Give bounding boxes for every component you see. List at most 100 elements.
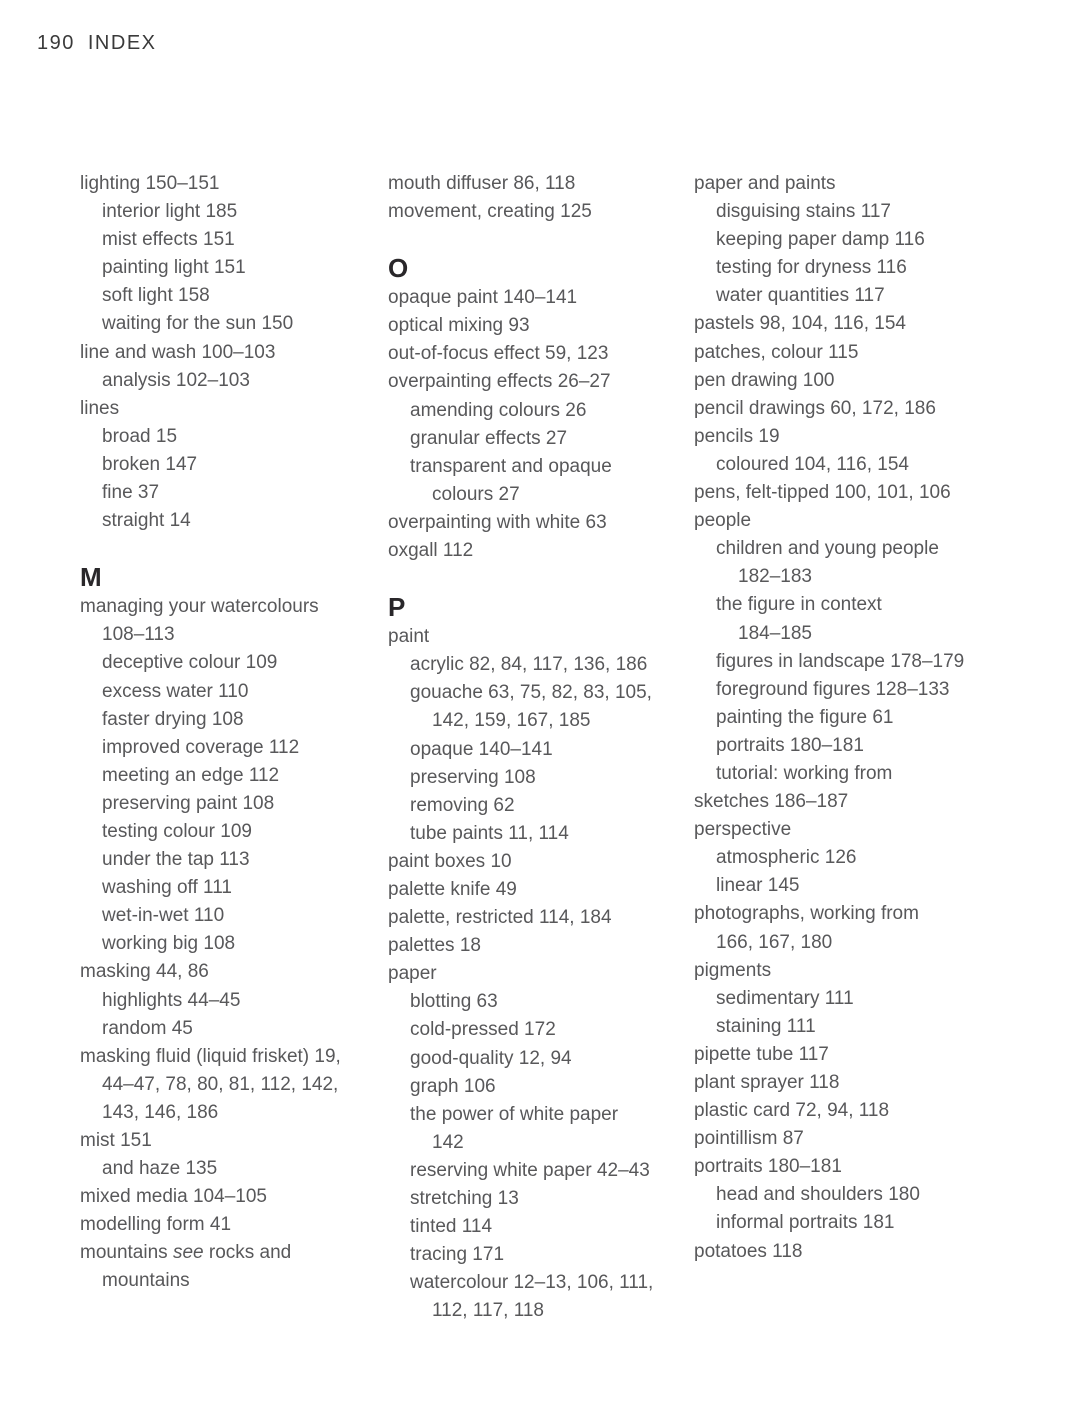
index-entry: lines bbox=[80, 397, 120, 419]
index-entry: overpainting effects 26–27 bbox=[388, 371, 611, 393]
page-header: 190 INDEX bbox=[37, 32, 157, 55]
index-entry: reserving white paper 42–43 bbox=[410, 1159, 650, 1181]
page-title: INDEX bbox=[87, 32, 157, 54]
index-entry: oxgall 112 bbox=[388, 540, 474, 562]
index-entry: excess water 110 bbox=[102, 680, 249, 702]
index-entry: meeting an edge 112 bbox=[102, 764, 280, 786]
index-entry: modelling form 41 bbox=[80, 1214, 232, 1236]
index-entry: optical mixing 93 bbox=[388, 315, 530, 337]
index-entry: opaque paint 140–141 bbox=[388, 287, 578, 309]
index-entry: testing for dryness 116 bbox=[716, 257, 907, 279]
index-entry: good-quality 12, 94 bbox=[410, 1047, 572, 1069]
index-entry: movement, creating 125 bbox=[388, 201, 592, 223]
index-entry: pen drawing 100 bbox=[694, 369, 835, 391]
index-entry: water quantities 117 bbox=[716, 285, 885, 307]
index-entry: amending colours 26 bbox=[410, 399, 587, 421]
index-entry: tinted 114 bbox=[410, 1216, 493, 1238]
index-entry: the figure in context bbox=[716, 594, 882, 616]
index-entry: under the tap 113 bbox=[102, 849, 250, 871]
index-entry: paper and paints bbox=[694, 173, 836, 194]
index-entry: pastels 98, 104, 116, 154 bbox=[694, 313, 906, 335]
index-entry: testing colour 109 bbox=[102, 820, 252, 842]
index-entry: waiting for the sun 150 bbox=[102, 313, 294, 335]
page-number: 190 bbox=[37, 32, 75, 54]
section-heading: O bbox=[388, 253, 409, 284]
index-entry: tracing 171 bbox=[410, 1244, 505, 1266]
index-entry: highlights 44–45 bbox=[102, 989, 241, 1011]
index-entry: staining 111 bbox=[716, 1015, 816, 1037]
index-entry: working big 108 bbox=[102, 933, 236, 955]
index-entry: watercolour 12–13, 106, 111, bbox=[410, 1272, 654, 1294]
index-entry: 182–183 bbox=[738, 566, 812, 588]
index-entry: preserving 108 bbox=[410, 766, 536, 788]
index-entry: broad 15 bbox=[102, 425, 178, 447]
index-entry: 108–113 bbox=[102, 624, 175, 646]
index-entry: pencil drawings 60, 172, 186 bbox=[694, 397, 936, 419]
index-entry: colours 27 bbox=[432, 483, 520, 505]
index-entry: deceptive colour 109 bbox=[102, 652, 278, 674]
index-entry: 184–185 bbox=[738, 622, 812, 644]
index-entry: granular effects 27 bbox=[410, 427, 568, 449]
index-entry: portraits 180–181 bbox=[694, 1156, 842, 1178]
index-entry: random 45 bbox=[102, 1017, 193, 1039]
index-column: paper and paints disguising stains 117 kee… bbox=[694, 170, 1064, 1266]
index-entry: painting light 151 bbox=[102, 257, 246, 279]
index-entry: lighting 150–151 bbox=[80, 173, 220, 194]
index-entry: informal portraits 181 bbox=[716, 1212, 895, 1234]
index-entry: mountains bbox=[102, 1270, 190, 1292]
index-entry: mist 151 bbox=[80, 1130, 152, 1151]
index-entry: pens, felt-tipped 100, 101, 106 bbox=[694, 482, 951, 504]
index-entry: managing your watercolours bbox=[80, 596, 319, 618]
index-entry: 142, 159, 167, 185 bbox=[432, 710, 591, 732]
index-entry: faster drying 108 bbox=[102, 708, 244, 730]
index-entry: out-of-focus effect 59, 123 bbox=[388, 343, 609, 365]
index-entry: interior light 185 bbox=[102, 201, 238, 223]
index-entry: washing off 111 bbox=[102, 877, 232, 899]
index-entry: paint boxes 10 bbox=[388, 850, 512, 872]
section-heading: P bbox=[388, 592, 406, 623]
index-entry: palette knife 49 bbox=[388, 878, 517, 900]
index-entry: the power of white paper bbox=[410, 1103, 619, 1125]
index-entry: children and young people bbox=[716, 538, 939, 560]
index-entry: analysis 102–103 bbox=[102, 369, 250, 391]
index-entry: 44–47, 78, 80, 81, 112, 142, bbox=[102, 1073, 339, 1095]
index-entry: opaque 140–141 bbox=[410, 738, 553, 760]
index-entry: potatoes 118 bbox=[694, 1240, 803, 1262]
index-entry: preserving paint 108 bbox=[102, 792, 275, 814]
section-heading: M bbox=[80, 562, 102, 593]
index-entry: graph 106 bbox=[410, 1075, 496, 1097]
index-entry: masking fluid (liquid frisket) 19, bbox=[80, 1045, 341, 1067]
index-entry: fine 37 bbox=[102, 482, 160, 504]
index-entry: patches, colour 115 bbox=[694, 341, 859, 363]
index-entry: sketches 186–187 bbox=[694, 791, 849, 813]
index-entry: paper bbox=[388, 963, 437, 985]
index-column: lighting 150–151 interior light 185 mist e… bbox=[80, 170, 385, 1296]
index-entry: line and wash 100–103 bbox=[80, 341, 276, 363]
index-entry: figures in landscape 178–179 bbox=[716, 650, 965, 672]
index-entry: 143, 146, 186 bbox=[102, 1101, 219, 1123]
index-entry: people bbox=[694, 510, 752, 532]
index-entry: wet-in-wet 110 bbox=[102, 905, 225, 927]
index-entry: pointillism 87 bbox=[694, 1128, 804, 1150]
index-entry: gouache 63, 75, 82, 83, 105, bbox=[410, 682, 652, 704]
index-entry: disguising stains 117 bbox=[716, 201, 891, 223]
index-entry: linear 145 bbox=[716, 875, 800, 897]
index-entry: transparent and opaque bbox=[410, 455, 612, 477]
index-entry: tube paints 11, 114 bbox=[410, 822, 569, 844]
index-entry: foreground figures 128–133 bbox=[716, 678, 950, 700]
index-entry: and haze 135 bbox=[102, 1158, 218, 1180]
index-entry: mixed media 104–105 bbox=[80, 1186, 267, 1208]
index-entry: portraits 180–181 bbox=[716, 734, 864, 756]
index-entry: palette, restricted 114, 184 bbox=[388, 907, 612, 929]
index-entry: atmospheric 126 bbox=[716, 847, 857, 869]
index-entry: soft light 158 bbox=[102, 285, 210, 307]
index-entry: broken 147 bbox=[102, 453, 198, 475]
index-entry: paint bbox=[388, 626, 430, 648]
index-entry: cold-pressed 172 bbox=[410, 1019, 556, 1041]
index-entry: masking 44, 86 bbox=[80, 961, 209, 983]
index-entry: plant sprayer 118 bbox=[694, 1072, 840, 1093]
index-entry: painting the figure 61 bbox=[716, 706, 894, 728]
index-entry: head and shoulders 180 bbox=[716, 1184, 920, 1206]
index-column: mouth diffuser 86, 118 movement, creating… bbox=[388, 170, 691, 1325]
